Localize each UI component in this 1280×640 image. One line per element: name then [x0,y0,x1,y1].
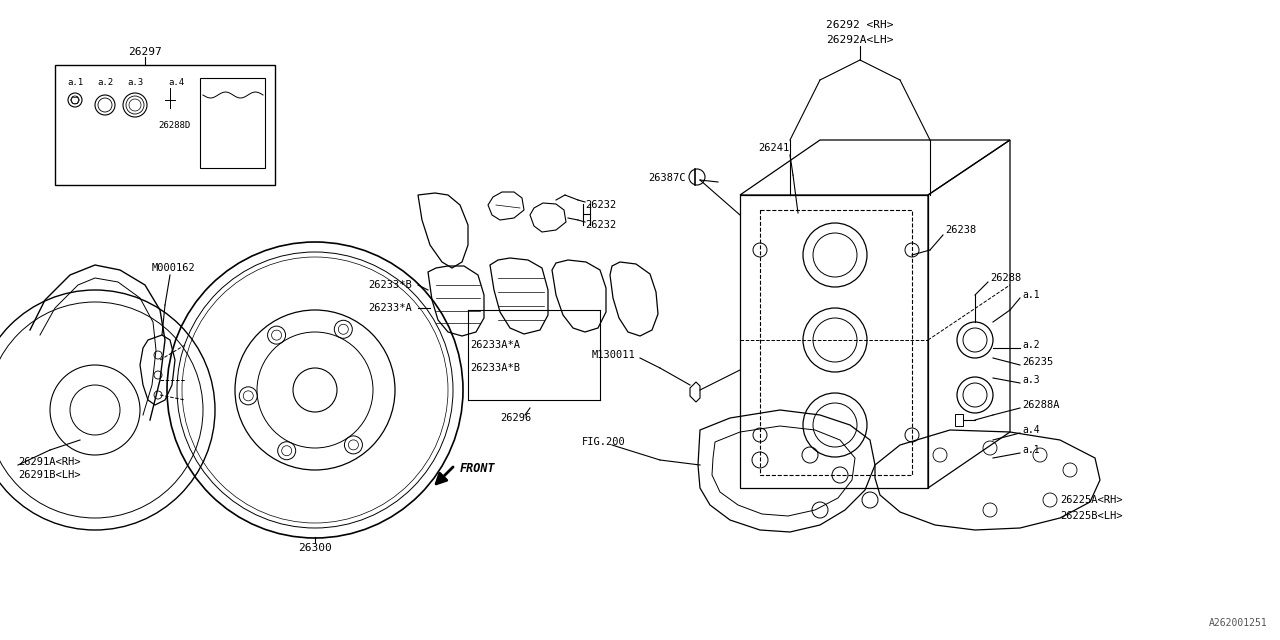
Text: M130011: M130011 [593,350,636,360]
Text: 26297: 26297 [128,47,161,57]
Text: 26238: 26238 [945,225,977,235]
Text: 26233*A: 26233*A [369,303,412,313]
Text: A262001251: A262001251 [1210,618,1268,628]
Text: a.1: a.1 [1021,290,1039,300]
Text: 26233A*A: 26233A*A [470,340,520,350]
Text: 26225B<LH>: 26225B<LH> [1060,511,1123,521]
Text: FRONT: FRONT [460,461,495,474]
Text: a.4: a.4 [1021,425,1039,435]
Text: a.1: a.1 [1021,445,1039,455]
Text: 26296: 26296 [500,413,531,423]
Bar [200,78,265,168]
Text: a.2: a.2 [1021,340,1039,350]
Bar [955,414,963,426]
Text: 26387C: 26387C [648,173,686,183]
Text: 26292 <RH>: 26292 <RH> [827,20,893,30]
Text: a.4: a.4 [168,77,184,86]
Text: 26292A<LH>: 26292A<LH> [827,35,893,45]
Text: 26233*B: 26233*B [369,280,412,290]
Text: a.3: a.3 [1021,375,1039,385]
Text: 26235: 26235 [1021,357,1053,367]
Bar [55,65,275,185]
Text: M000162: M000162 [152,263,196,273]
Text: 26291B<LH>: 26291B<LH> [18,470,81,480]
Text: 26232: 26232 [585,200,616,210]
Text: 26225A<RH>: 26225A<RH> [1060,495,1123,505]
Text: 26300: 26300 [298,543,332,553]
Text: 26232: 26232 [585,220,616,230]
Text: a.3: a.3 [127,77,143,86]
Text: 26288: 26288 [989,273,1021,283]
Text: 26288A: 26288A [1021,400,1060,410]
Text: a.1: a.1 [67,77,83,86]
Text: 26241: 26241 [758,143,790,153]
Text: 26291A<RH>: 26291A<RH> [18,457,81,467]
Text: FIG.200: FIG.200 [582,437,626,447]
Text: 26233A*B: 26233A*B [470,363,520,373]
Text: 26288D: 26288D [157,120,191,129]
Text: a.2: a.2 [97,77,113,86]
